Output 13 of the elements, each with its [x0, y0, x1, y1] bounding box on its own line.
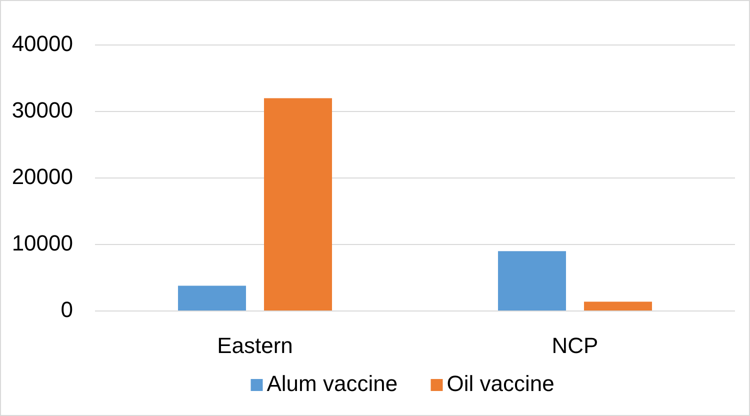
x-tick-label: Eastern [217, 333, 293, 358]
y-tick-label: 30000 [12, 97, 73, 122]
x-tick-label: NCP [552, 333, 598, 358]
y-tick-label: 0 [60, 296, 73, 322]
bar [584, 302, 652, 311]
y-tick-label: 10000 [12, 230, 73, 256]
bar [178, 286, 246, 311]
bar [264, 98, 332, 311]
legend-label: Oil vaccine [446, 370, 554, 396]
y-tick-label: 40000 [12, 30, 73, 56]
y-tick-label: 20000 [12, 164, 73, 189]
legend-label: Alum vaccine [266, 370, 398, 396]
bar [498, 251, 566, 311]
